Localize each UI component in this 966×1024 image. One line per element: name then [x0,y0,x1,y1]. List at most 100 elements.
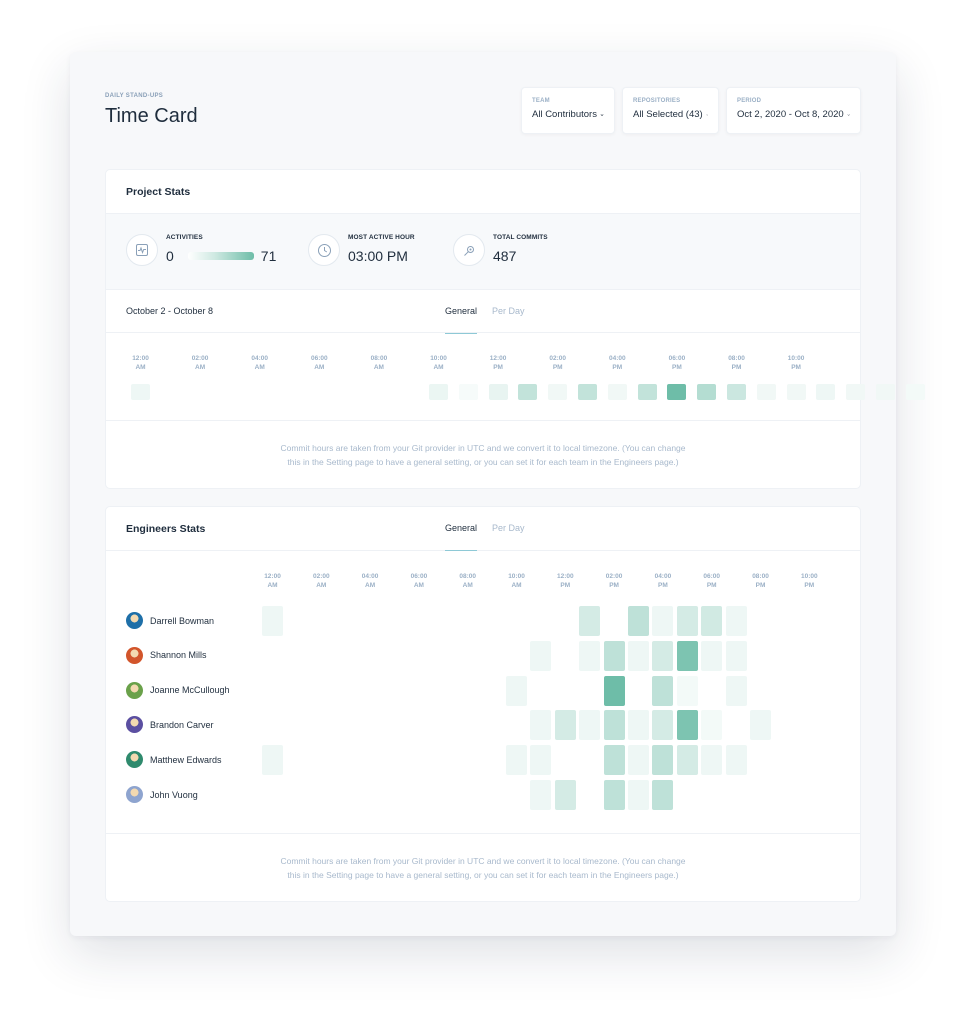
heatmap-cell[interactable] [756,384,776,400]
heatmap-cell[interactable] [697,384,717,400]
heatmap-cell[interactable] [628,640,649,671]
tab-general[interactable]: General [445,290,478,334]
heatmap-cell[interactable] [458,384,478,400]
heatmap-cell[interactable] [652,675,674,706]
heatmap-cell[interactable] [905,384,925,400]
period-filter-dropdown[interactable]: PERIOD Oct 2, 2020 - Oct 8, 2020 [726,87,861,134]
hour-label: 12:00 AM [264,573,281,589]
heatmap-cell[interactable] [676,675,698,706]
project-hourly-heatmap: 12:00 AM 02:00 AM 04:00 AM 06:00 AM 08:00 AM 10:00… [106,334,925,421]
engineers-hourly-heatmap: 12:00 AM 02:00 AM 04:00 AM 06:00 AM 08:00 AM 10:00… [106,551,862,833]
activities-min: 0 [166,248,174,264]
avatar [126,751,143,769]
engineer-row[interactable]: Shannon Mills [126,646,207,664]
repositories-filter-dropdown[interactable]: REPOSITORIES All Selected (43) [622,87,719,134]
team-filter-value: All Contributors [532,109,597,120]
heatmap-cell[interactable] [628,606,649,636]
heatmap-cell[interactable] [816,384,836,400]
heatmap-cell[interactable] [530,710,552,741]
heatmap-cell[interactable] [676,606,698,636]
activities-max: 71 [260,248,277,264]
heatmap-cell[interactable] [506,745,527,776]
heatmap-cell[interactable] [701,606,723,636]
heatmap-cell[interactable] [603,780,625,810]
total-commits-stat: TOTAL COMMITS 487 [453,234,548,266]
team-filter-dropdown[interactable]: TEAM All Contributors [521,87,615,134]
heatmap-cell[interactable] [725,745,747,776]
chevron-down-icon [847,113,850,116]
heatmap-cell[interactable] [262,606,283,636]
heatmap-cell[interactable] [548,384,568,400]
tab-per-day[interactable]: Per Day [492,306,525,316]
engineer-row[interactable]: Matthew Edwards [126,751,222,769]
avatar [126,681,143,699]
heatmap-cell[interactable] [530,780,552,810]
heatmap-cell[interactable] [603,745,625,776]
heatmap-cell[interactable] [262,745,283,776]
heatmap-cell[interactable] [579,710,601,741]
heatmap-cell[interactable] [725,640,747,671]
heatmap-cell[interactable] [652,606,674,636]
heatmap-cell[interactable] [667,384,687,400]
hour-label: 12:00 AM [132,355,149,371]
hour-label: 02:00 AM [312,573,330,589]
engineer-row[interactable]: John Vuong [126,786,198,803]
hour-label: 06:00 AM [410,573,428,589]
heatmap-cell[interactable] [652,640,674,671]
team-filter-label: TEAM [532,98,550,104]
heatmap-cell[interactable] [676,640,698,671]
tab-general[interactable]: General [445,507,478,551]
heatmap-cell[interactable] [701,640,723,671]
clock-icon [308,234,340,266]
heatmap-cell[interactable] [750,710,771,741]
hour-label: 10:00 AM [430,355,447,371]
heatmap-cell[interactable] [530,640,552,671]
heatmap-cell[interactable] [506,675,527,706]
heatmap-cell[interactable] [603,675,625,706]
heatmap-cell[interactable] [628,710,649,741]
heatmap-cell[interactable] [603,640,625,671]
heatmap-cell[interactable] [578,384,597,400]
heatmap-cell[interactable] [628,745,649,776]
heatmap-cell[interactable] [603,710,625,741]
tab-per-day[interactable]: Per Day [492,523,525,533]
hour-label: 06:00 PM [703,573,720,589]
hour-label: 08:00 AM [370,355,388,371]
heatmap-cell[interactable] [579,640,601,671]
heatmap-cell[interactable] [628,780,649,810]
heatmap-cell[interactable] [579,606,601,636]
heatmap-cell[interactable] [652,780,674,810]
heatmap-cell[interactable] [727,384,746,400]
engineer-row[interactable]: Darrell Bowman [126,612,214,629]
heatmap-cell[interactable] [530,745,552,776]
heatmap-cell[interactable] [637,384,657,400]
project-stats-header: Project Stats [106,170,860,214]
heatmap-cell[interactable] [701,745,723,776]
heatmap-cell[interactable] [725,675,747,706]
heatmap-cell[interactable] [676,745,698,776]
project-stats-card: Project Stats ACTIVITIES 0 71 [105,169,925,489]
heatmap-cell[interactable] [652,710,674,741]
avatar [126,786,143,803]
footnote-line: this in the Setting page to have a gener… [287,870,679,880]
heatmap-cell[interactable] [786,384,806,400]
heatmap-cell[interactable] [607,384,627,400]
total-commits-value: 487 [493,248,517,264]
engineer-row[interactable]: Joanne McCullough [126,681,230,699]
heatmap-cell[interactable] [676,710,698,741]
heatmap-cell[interactable] [876,384,895,400]
activities-stat: ACTIVITIES 0 71 [126,234,276,266]
engineer-name: Matthew Edwards [150,754,222,765]
heatmap-cell[interactable] [846,384,866,400]
heatmap-cell[interactable] [652,745,674,776]
hour-label: 02:00 AM [191,355,209,371]
heatmap-cell[interactable] [701,710,723,741]
heatmap-cell[interactable] [429,384,448,400]
heatmap-cell[interactable] [518,384,538,400]
heatmap-cell[interactable] [488,384,508,400]
heatmap-cell[interactable] [554,780,576,810]
engineer-row[interactable]: Brandon Carver [126,716,214,734]
heatmap-cell[interactable] [725,606,747,636]
heatmap-cell[interactable] [554,710,576,741]
heatmap-cell[interactable] [131,384,150,400]
